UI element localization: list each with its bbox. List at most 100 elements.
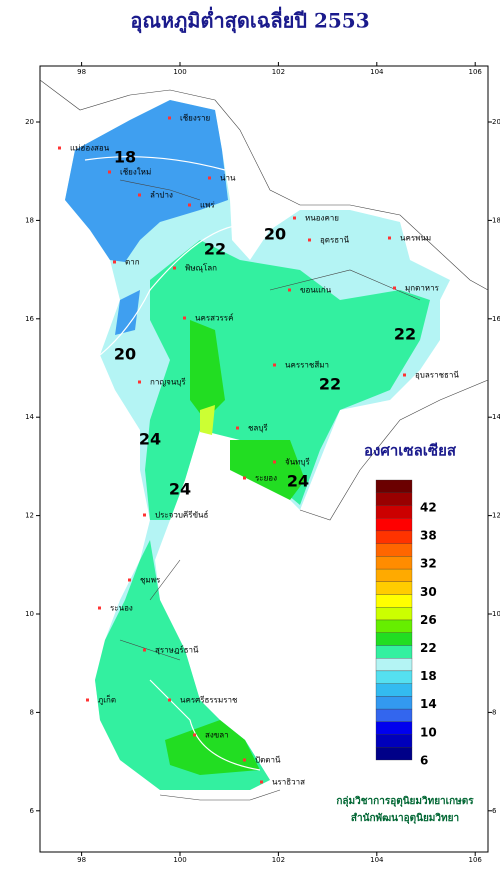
title: อุณหภูมิต่ำสุดเฉลี่ยปี 2553 bbox=[130, 6, 369, 35]
place-label: เชียงใหม่ bbox=[120, 168, 151, 177]
legend-label: 30 bbox=[420, 585, 437, 599]
legend-swatch bbox=[375, 658, 413, 672]
lon-tick-label: 104 bbox=[370, 856, 384, 864]
lon-tick-label: 100 bbox=[173, 68, 186, 76]
place-label: ระยอง bbox=[255, 474, 277, 483]
place-label: ระนอง bbox=[110, 604, 133, 613]
lon-tick-label: 100 bbox=[173, 856, 186, 864]
place-marker bbox=[403, 373, 406, 377]
place-marker bbox=[308, 238, 311, 242]
lon-tick-label: 102 bbox=[272, 856, 285, 864]
legend-swatch bbox=[375, 632, 413, 646]
legend-swatch bbox=[375, 492, 413, 506]
lon-tick-label: 104 bbox=[370, 68, 384, 76]
legend-swatch bbox=[375, 543, 413, 557]
legend-swatch bbox=[375, 619, 413, 633]
lat-tick-label: 16 bbox=[25, 315, 34, 323]
lon-tick-label: 106 bbox=[469, 856, 483, 864]
contour-label: 24 bbox=[287, 472, 309, 491]
legend-label: 14 bbox=[420, 697, 437, 711]
place-label: ภูเก็ต bbox=[98, 695, 116, 706]
contour-label: 20 bbox=[264, 225, 286, 244]
place-marker bbox=[113, 260, 116, 264]
place-label: ตาก bbox=[125, 258, 140, 267]
lon-tick-label: 102 bbox=[272, 68, 285, 76]
legend-swatch bbox=[375, 530, 413, 544]
place-label: นครราชสีมา bbox=[285, 361, 329, 370]
legend-swatch bbox=[375, 594, 413, 608]
lat-tick-label: 6 bbox=[30, 807, 35, 815]
place-marker bbox=[388, 236, 391, 240]
place-label: ขอนแก่น bbox=[300, 286, 332, 295]
place-label: ปัตตานี bbox=[255, 756, 281, 765]
legend-swatch bbox=[375, 556, 413, 570]
place-label: สุราษฎร์ธานี bbox=[155, 645, 199, 655]
place-label: ชุมพร bbox=[140, 576, 161, 585]
place-label: กาญจนบุรี bbox=[150, 378, 186, 387]
borders bbox=[39, 79, 489, 801]
place-marker bbox=[260, 780, 263, 784]
cool-west bbox=[115, 290, 140, 335]
lat-tick-label: 20 bbox=[492, 118, 500, 126]
place-marker bbox=[288, 288, 291, 292]
legend-title: องศาเซลเซียส bbox=[364, 442, 457, 460]
place-marker bbox=[393, 286, 396, 290]
lat-tick-label: 18 bbox=[492, 216, 500, 224]
place-marker bbox=[236, 426, 239, 430]
place-marker bbox=[183, 316, 186, 320]
place-marker bbox=[138, 380, 141, 384]
contour-label: 24 bbox=[169, 480, 191, 499]
place-label: น่าน bbox=[220, 174, 236, 183]
lat-tick-label: 12 bbox=[25, 512, 34, 520]
place-marker bbox=[168, 698, 171, 702]
contour-lines bbox=[84, 156, 261, 771]
legend-label: 26 bbox=[420, 613, 437, 627]
place-label: ลำปาง bbox=[150, 191, 173, 200]
place-label: นราธิวาส bbox=[272, 778, 305, 787]
legend-label: 6 bbox=[420, 753, 428, 767]
contour-label: 22 bbox=[394, 325, 416, 344]
place-marker bbox=[293, 216, 296, 220]
lon-tick-label: 106 bbox=[469, 68, 483, 76]
place-marker bbox=[188, 203, 191, 207]
legend-label: 22 bbox=[420, 641, 437, 655]
lat-tick-label: 12 bbox=[492, 512, 500, 520]
place-marker bbox=[243, 758, 246, 762]
legend-swatch bbox=[375, 708, 413, 722]
credit-line: สำนักพัฒนาอุตุนิยมวิทยา bbox=[351, 812, 459, 824]
lat-tick-label: 14 bbox=[492, 413, 500, 421]
warm-center bbox=[190, 320, 225, 420]
lon-tick-label: 98 bbox=[77, 68, 86, 76]
place-label: แม่ฮ่องสอน bbox=[70, 144, 110, 153]
place-label: มุกดาหาร bbox=[405, 284, 440, 293]
lon-tick-label: 98 bbox=[77, 856, 86, 864]
place-label: อุดรธานี bbox=[320, 236, 350, 245]
mild-center bbox=[145, 240, 430, 520]
lat-tick-label: 16 bbox=[492, 315, 500, 323]
legend-swatch bbox=[375, 568, 413, 582]
place-label: เชียงราย bbox=[180, 114, 210, 123]
place-label: อุบลราชธานี bbox=[415, 371, 459, 380]
place-label: นครพนม bbox=[400, 234, 431, 243]
legend-label: 32 bbox=[420, 557, 437, 571]
legend-swatch bbox=[375, 581, 413, 595]
lat-tick-label: 6 bbox=[492, 807, 497, 815]
place-marker bbox=[243, 476, 246, 480]
place-marker bbox=[98, 606, 101, 610]
lat-tick-label: 8 bbox=[492, 708, 496, 716]
lat-tick-label: 10 bbox=[25, 610, 34, 618]
place-marker bbox=[208, 176, 211, 180]
place-label: หนองคาย bbox=[305, 214, 339, 223]
place-label: แพร่ bbox=[200, 201, 215, 210]
legend-swatch bbox=[375, 645, 413, 659]
cool-north bbox=[65, 100, 228, 262]
legend-label: 38 bbox=[420, 529, 437, 543]
place-marker bbox=[138, 193, 141, 197]
warm-east bbox=[230, 440, 305, 500]
place-marker bbox=[273, 363, 276, 367]
legend-swatch bbox=[375, 505, 413, 519]
place-marker bbox=[173, 266, 176, 270]
lat-tick-label: 8 bbox=[30, 708, 34, 716]
hot-bangkok bbox=[200, 405, 215, 435]
